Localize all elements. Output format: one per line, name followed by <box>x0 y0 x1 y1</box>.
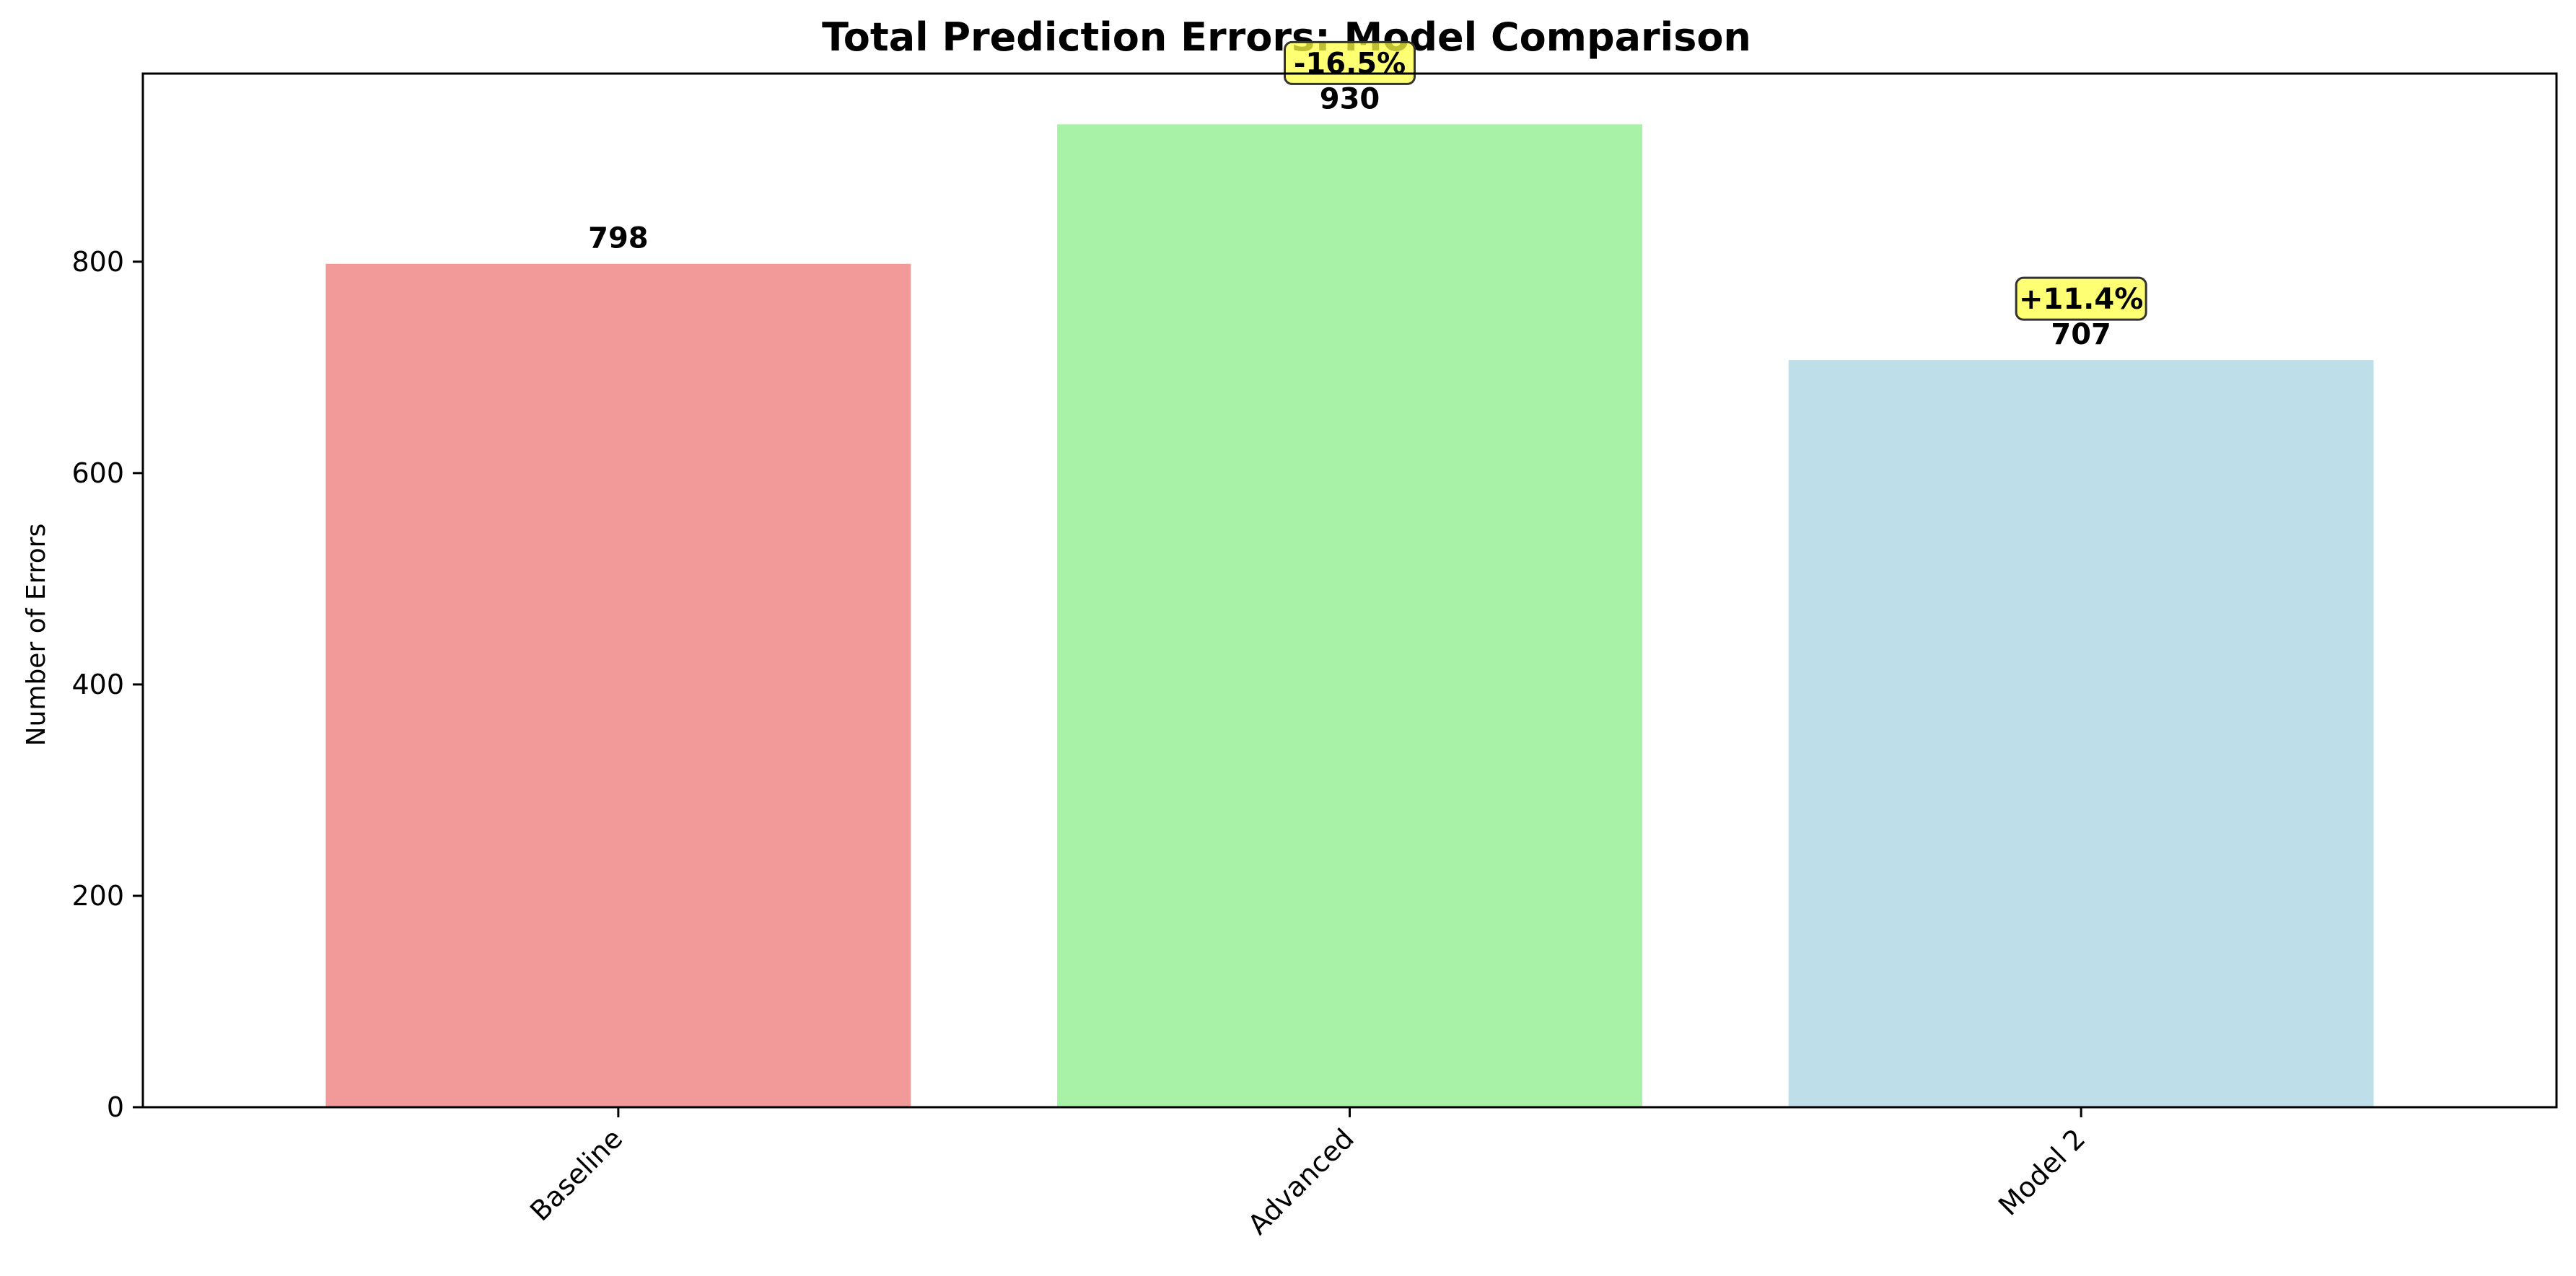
bars-group <box>325 124 2374 1108</box>
value-label: 707 <box>2051 318 2111 351</box>
plot-frame <box>141 72 2558 1109</box>
y-axis-label: Number of Errors <box>22 524 51 747</box>
value-label: 798 <box>588 222 649 255</box>
y-tick-label: 0 <box>107 1091 124 1123</box>
y-tick-label: 400 <box>71 669 124 700</box>
y-axis: 0 200 400 600 800 <box>71 246 143 1123</box>
change-annotation-box <box>2015 276 2147 321</box>
bar-advanced <box>1057 124 1642 1107</box>
bar-baseline <box>325 263 911 1108</box>
bar-model-2 <box>1788 360 2374 1107</box>
change-annotation-label: +11.4% <box>2019 283 2143 316</box>
value-label: 930 <box>1320 82 1380 115</box>
y-tick-label: 600 <box>71 457 124 489</box>
change-annotation-label: -16.5% <box>1294 47 1406 80</box>
y-tick-label: 800 <box>71 246 124 278</box>
y-tick-label: 200 <box>71 880 124 912</box>
